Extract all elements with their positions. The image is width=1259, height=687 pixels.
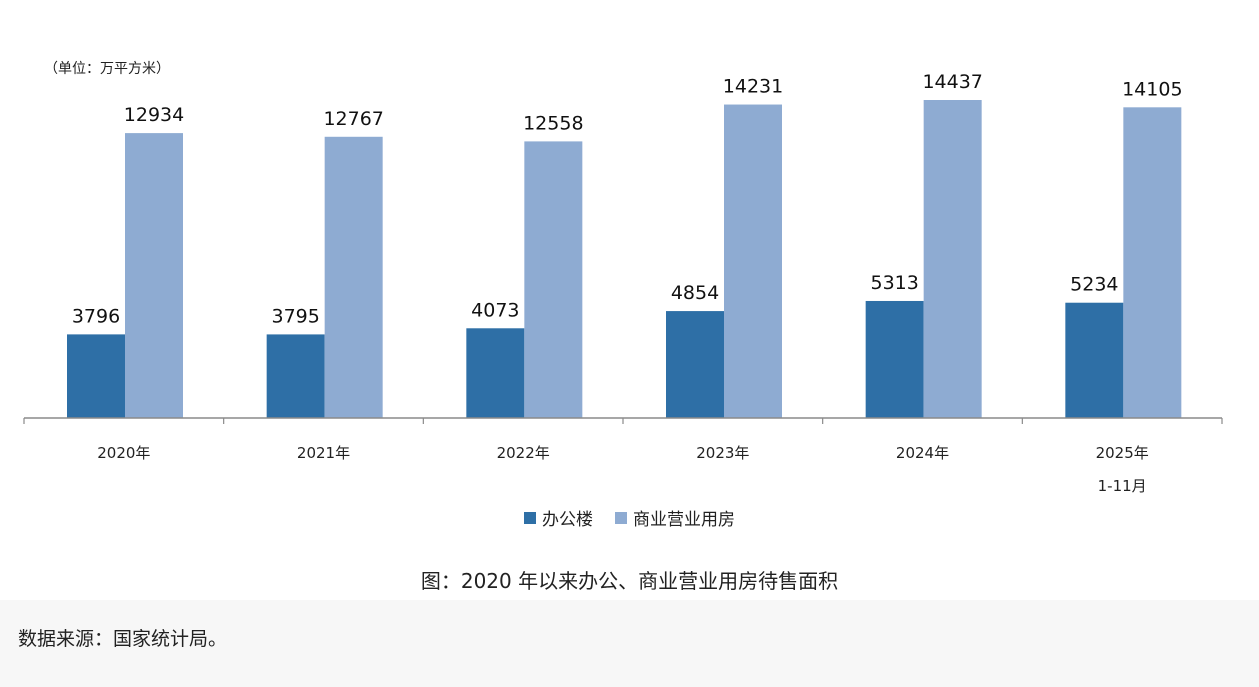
bar-office-1: [266, 334, 325, 418]
bar-commercial-5: [1123, 107, 1182, 419]
data-label-commercial-0: 12934: [124, 104, 184, 126]
figure-caption: 图：2020 年以来办公、商业营业用房待售面积: [420, 569, 839, 593]
data-label-office-0: 3796: [72, 305, 120, 327]
x-tick-label-2: 2022年: [497, 444, 550, 462]
legend-item-office: 办公楼: [524, 505, 593, 530]
bar-commercial-4: [923, 100, 982, 418]
data-label-commercial-5: 14105: [1122, 78, 1182, 100]
bar-commercial-2: [524, 141, 583, 418]
bar-chart: 3796 12934 2020年 3795 12767 2021年 4073 12558 202…: [23, 71, 1223, 495]
legend: 办公楼 商业营业用房: [0, 505, 1259, 530]
bar-office-3: [666, 311, 724, 418]
bar-commercial-1: [324, 136, 383, 418]
legend-item-commercial: 商业营业用房: [615, 505, 735, 530]
data-label-commercial-4: 14437: [922, 71, 982, 93]
bar-office-5: [1065, 302, 1124, 418]
data-label-office-1: 3795: [271, 305, 319, 327]
data-label-office-2: 4073: [471, 299, 519, 321]
x-tick-label-1: 2021年: [297, 444, 350, 462]
data-label-office-3: 4854: [671, 282, 719, 304]
x-tick-label-4: 2024年: [896, 444, 949, 462]
legend-label-commercial: 商业营业用房: [633, 510, 735, 530]
chart-panel: （单位：万平方米） 3796 12934 2020年 3795 12767 2021年 40…: [0, 61, 1259, 593]
unit-label: （单位：万平方米）: [44, 61, 170, 77]
bar-office-0: [67, 334, 125, 418]
data-label-commercial-1: 12767: [323, 108, 383, 130]
x-tick-label-3: 2023年: [696, 444, 749, 462]
bar-commercial-3: [724, 104, 782, 418]
x-tick-label-5: 2025年: [1096, 444, 1149, 462]
x-tick-label-0: 2020年: [97, 444, 150, 462]
x-tick-label-5-line2: 1-11月: [1098, 477, 1147, 495]
data-label-commercial-3: 14231: [723, 76, 783, 98]
data-label-office-4: 5313: [870, 272, 918, 294]
bar-office-4: [865, 300, 924, 418]
legend-label-office: 办公楼: [542, 510, 593, 530]
bar-office-2: [466, 328, 525, 418]
data-label-office-5: 5234: [1070, 274, 1118, 296]
legend-swatch-commercial: [615, 511, 627, 524]
data-label-commercial-2: 12558: [523, 112, 583, 134]
data-source-note: 数据来源：国家统计局。: [18, 628, 228, 650]
bar-commercial-0: [125, 133, 183, 418]
legend-swatch-office: [524, 511, 536, 524]
